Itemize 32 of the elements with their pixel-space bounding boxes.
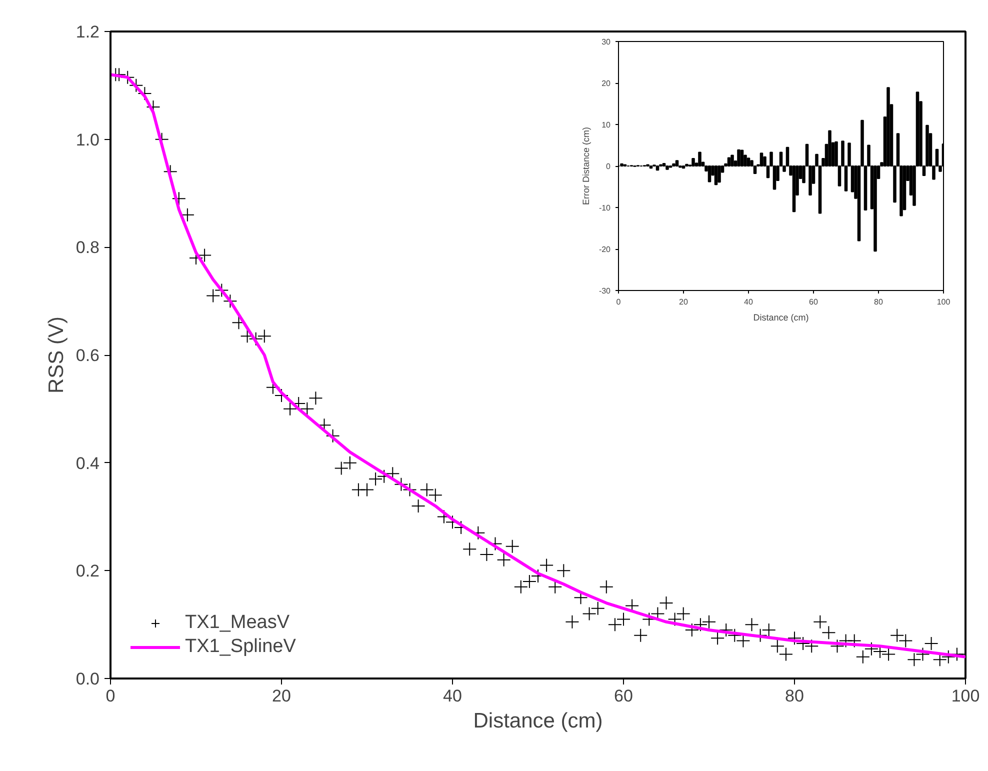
y-tick-label: 30 bbox=[602, 38, 612, 46]
x-tick-label: 40 bbox=[744, 298, 754, 306]
x-tick-label: 0 bbox=[616, 298, 622, 306]
x-tick-label: 80 bbox=[874, 298, 884, 306]
y-tick-label: 0.0 bbox=[76, 670, 100, 688]
y-tick-label: 0.8 bbox=[76, 238, 100, 258]
y-axis-title: Error Distance (cm) bbox=[580, 126, 591, 206]
x-axis-title: Distance (cm) bbox=[473, 710, 603, 732]
y-tick-label: 0.2 bbox=[76, 562, 100, 581]
y-tick-label: 10 bbox=[602, 120, 612, 130]
legend-label: TX1_SplineV bbox=[185, 636, 296, 658]
x-tick-label: 40 bbox=[443, 686, 462, 706]
x-tick-label: 100 bbox=[936, 298, 951, 306]
y-tick-label: 1.2 bbox=[76, 22, 100, 42]
y-tick-label: 20 bbox=[602, 79, 612, 88]
x-axis-title: Distance (cm) bbox=[753, 312, 809, 322]
y-tick-label: 1.0 bbox=[76, 130, 100, 150]
y-tick-label: -20 bbox=[598, 245, 612, 254]
x-tick-label: 0 bbox=[106, 686, 116, 706]
x-tick-label: 80 bbox=[785, 686, 804, 706]
y-tick-label: 0.6 bbox=[76, 346, 100, 365]
x-tick-label: 60 bbox=[809, 298, 818, 306]
x-tick-label: 60 bbox=[614, 686, 633, 706]
y-tick-label: 0 bbox=[606, 162, 612, 171]
y-tick-label: -10 bbox=[598, 204, 612, 212]
x-tick-label: 20 bbox=[272, 686, 291, 706]
legend-label: TX1_MeasV bbox=[185, 612, 290, 634]
y-axis-title: RSS (V) bbox=[44, 316, 68, 394]
x-tick-label: 100 bbox=[951, 686, 980, 706]
y-tick-label: -30 bbox=[598, 286, 612, 296]
y-tick-label: 0.4 bbox=[76, 454, 100, 473]
x-tick-label: 20 bbox=[679, 298, 688, 306]
